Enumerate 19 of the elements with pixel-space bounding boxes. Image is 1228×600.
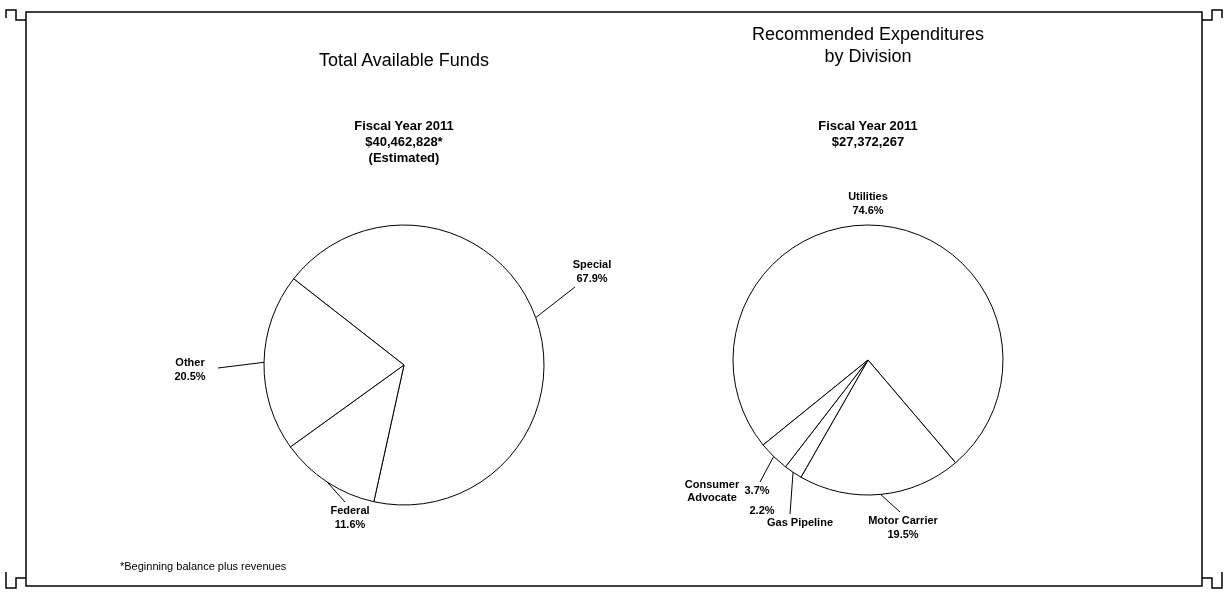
slice-label: Special: [572, 258, 612, 270]
data-label: 3.7%: [744, 484, 770, 496]
chart-title: Recommended Expenditures by Division: [751, 24, 985, 66]
data-label: 2.2%: [749, 504, 775, 516]
slice-label: Utilities: [848, 190, 888, 202]
data-label: 19.5%: [887, 528, 919, 540]
data-label: 74.6%: [852, 204, 884, 216]
slice-label: Federal: [330, 504, 370, 516]
slice-label: Other: [175, 356, 206, 368]
chart-subtitle: Fiscal Year 2011 $40,462,828* (Estimated): [354, 118, 454, 165]
text: *Beginning balance plus revenues: [120, 560, 287, 572]
chart-title: Total Available Funds: [319, 50, 489, 70]
slice-label: Motor Carrier: [868, 514, 939, 526]
data-label: 11.6%: [334, 518, 366, 530]
data-label: 20.5%: [174, 370, 206, 382]
slice-label: Consumer Advocate: [684, 478, 740, 503]
slice-label: Gas Pipeline: [766, 516, 834, 528]
data-label: 67.9%: [576, 272, 608, 284]
chart-subtitle: Fiscal Year 2011 $27,372,267: [818, 118, 918, 149]
